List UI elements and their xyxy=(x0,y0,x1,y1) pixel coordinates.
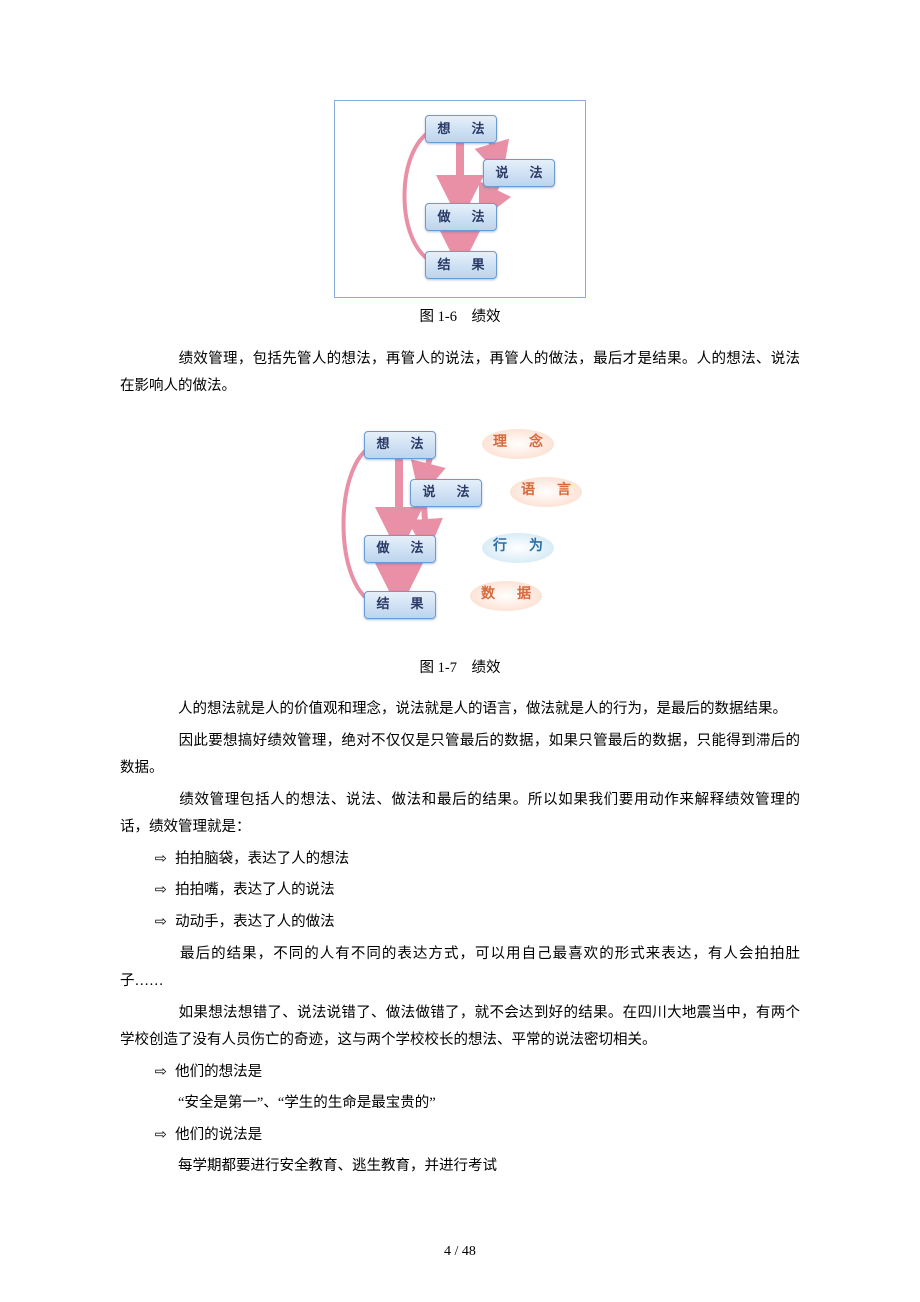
list-item: ⇨他们的想法是 xyxy=(120,1059,800,1087)
flow-node-do: 做 法 xyxy=(364,535,436,563)
flow-node-idea: 想 法 xyxy=(364,431,436,459)
arrow-icon: ⇨ xyxy=(155,1122,175,1150)
figure-1-7: 想 法说 法做 法结 果 理 念语 言行 为数 据 xyxy=(120,419,800,637)
list-subitem: “安全是第一”、“学生的生命是最宝贵的” xyxy=(120,1090,800,1118)
arrow-icon: ⇨ xyxy=(155,846,175,874)
list-item: ⇨动动手，表达了人的做法 xyxy=(120,909,800,937)
figure-1-6-caption: 图 1-6 绩效 xyxy=(120,304,800,332)
flow-node-idea: 想 法 xyxy=(425,115,497,143)
paragraph: 如果想法想错了、说法说错了、做法做错了，就不会达到好的结果。在四川大地震当中，有… xyxy=(120,1000,800,1055)
figure-1-7-caption: 图 1-7 绩效 xyxy=(120,655,800,683)
list-item-text: 他们的想法是 xyxy=(175,1064,262,1080)
document-page: 想 法说 法做 法结 果 图 1-6 绩效 绩效管理，包括先管人的想法，再管人的… xyxy=(0,0,920,1302)
flow-node-say: 说 法 xyxy=(483,159,555,187)
list-item-text: 拍拍脑袋，表达了人的想法 xyxy=(175,851,349,867)
list-item: ⇨拍拍脑袋，表达了人的想法 xyxy=(120,846,800,874)
paragraph: 绩效管理包括人的想法、说法、做法和最后的结果。所以如果我们要用动作来解释绩效管理… xyxy=(120,787,800,842)
concept-bubble-data: 数 据 xyxy=(470,581,542,611)
flow-node-do: 做 法 xyxy=(425,203,497,231)
flow-node-say: 说 法 xyxy=(410,479,482,507)
paragraph: 绩效管理，包括先管人的想法，再管人的说法，再管人的做法，最后才是结果。人的想法、… xyxy=(120,346,800,401)
page-number: 4 / 48 xyxy=(0,1239,920,1266)
bullet-list-a: ⇨拍拍脑袋，表达了人的想法⇨拍拍嘴，表达了人的说法⇨动动手，表达了人的做法 xyxy=(120,846,800,937)
arrow-icon: ⇨ xyxy=(155,877,175,905)
flow-node-result: 结 果 xyxy=(364,591,436,619)
paragraph: 因此要想搞好绩效管理，绝对不仅仅是只管最后的数据，如果只管最后的数据，只能得到滞… xyxy=(120,728,800,783)
list-subitem: 每学期都要进行安全教育、逃生教育，并进行考试 xyxy=(120,1153,800,1181)
paragraph: 人的想法就是人的价值观和理念，说法就是人的语言，做法就是人的行为，是最后的数据结… xyxy=(120,696,800,724)
arrow-icon: ⇨ xyxy=(155,909,175,937)
list-item-text: 动动手，表达了人的做法 xyxy=(175,914,335,930)
paragraph: 最后的结果，不同的人有不同的表达方式，可以用自己最喜欢的形式来表达，有人会拍拍肚… xyxy=(120,941,800,996)
concept-bubble-concept: 理 念 xyxy=(482,429,554,459)
list-item: ⇨他们的说法是 xyxy=(120,1122,800,1150)
figure-1-7-box: 想 法说 法做 法结 果 理 念语 言行 为数 据 xyxy=(324,419,596,637)
concept-bubble-language: 语 言 xyxy=(510,477,582,507)
figure-1-6-box: 想 法说 法做 法结 果 xyxy=(334,100,586,298)
arrow-icon: ⇨ xyxy=(155,1059,175,1087)
concept-bubble-behavior: 行 为 xyxy=(482,533,554,563)
figure-1-6: 想 法说 法做 法结 果 xyxy=(120,100,800,298)
flow-node-result: 结 果 xyxy=(425,251,497,279)
list-item: ⇨拍拍嘴，表达了人的说法 xyxy=(120,877,800,905)
bullet-list-b: ⇨他们的想法是“安全是第一”、“学生的生命是最宝贵的”⇨他们的说法是每学期都要进… xyxy=(120,1059,800,1181)
list-item-text: 他们的说法是 xyxy=(175,1127,262,1143)
list-item-text: 拍拍嘴，表达了人的说法 xyxy=(175,882,335,898)
